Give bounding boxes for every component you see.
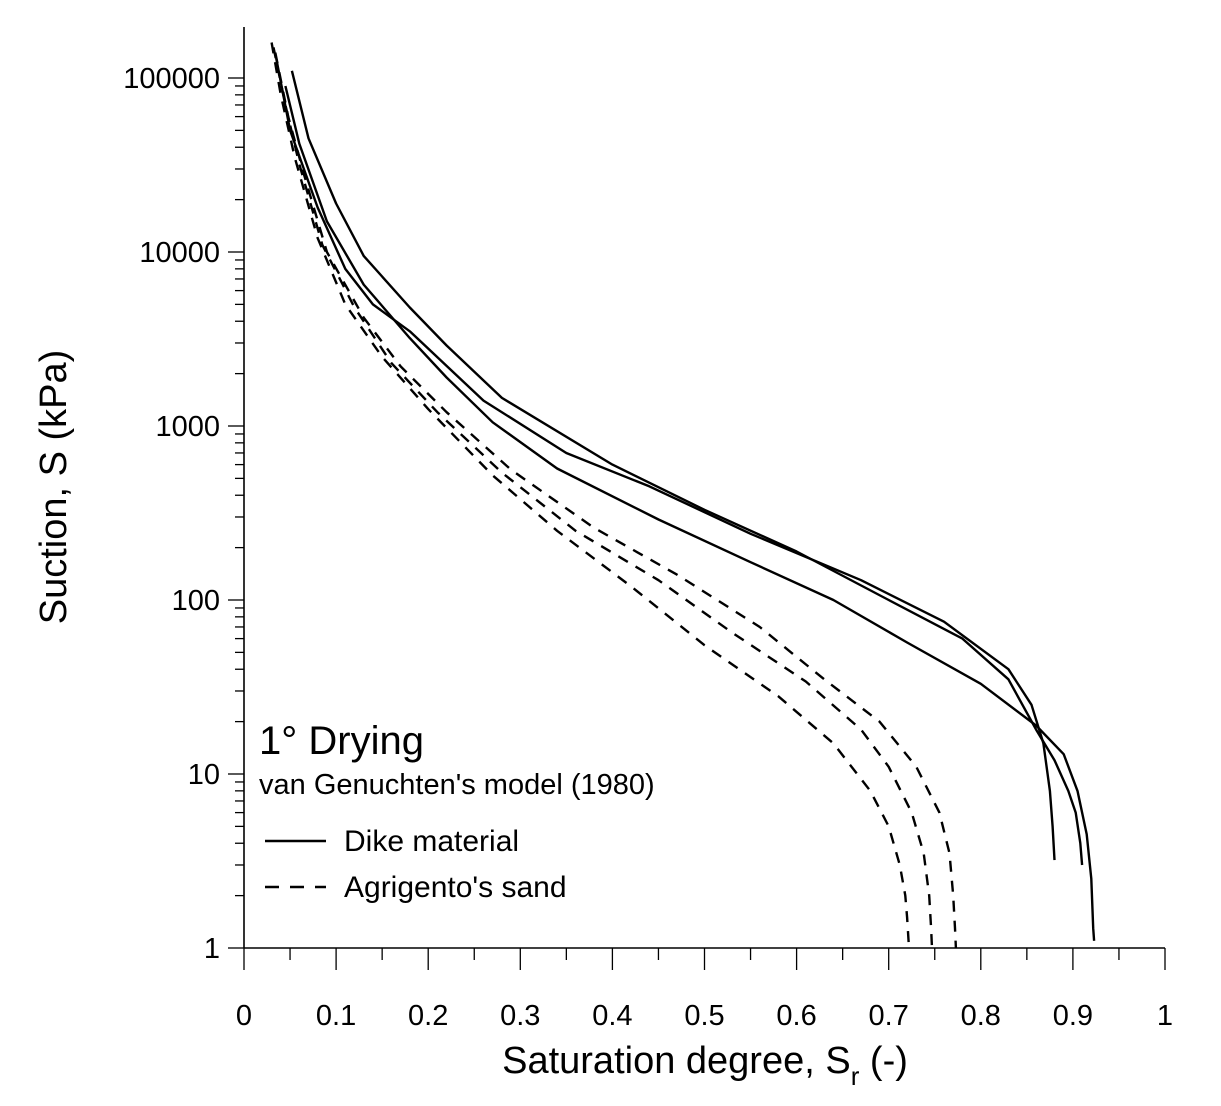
series-line-4 (270, 42, 911, 949)
x-axis-title: Saturation degree, Sr (-) (502, 1040, 908, 1091)
y-tick-label: 1000 (155, 411, 220, 443)
series-line-5 (272, 47, 934, 949)
series-line-2 (284, 85, 1096, 941)
series-line-3 (275, 57, 1056, 861)
y-tick-label: 10 (188, 759, 220, 791)
x-axis-title-subscript: r (851, 1061, 860, 1091)
x-tick-label: 0.7 (869, 1000, 909, 1032)
legend-label-dike: Dike material (344, 825, 519, 858)
y-axis: 1 10 100 1000 10000 100000 (123, 27, 245, 965)
series-group (270, 42, 1096, 949)
series-line-1 (290, 70, 1084, 866)
x-tick-label: 0.1 (316, 1000, 356, 1032)
y-tick-label: 1 (204, 933, 220, 965)
x-tick-label: 0.6 (776, 1000, 816, 1032)
y-tick-label: 100000 (123, 63, 220, 95)
x-axis: 0 0.1 0.2 0.3 0.4 0.5 0.6 0.7 0.8 0.9 1 (236, 947, 1173, 1032)
legend: Dike material Agrigento's sand (265, 825, 567, 904)
x-tick-label: 0.4 (592, 1000, 632, 1032)
x-tick-label: 0.9 (1053, 1000, 1093, 1032)
y-tick-label: 10000 (139, 237, 220, 269)
x-tick-label: 0.2 (408, 1000, 448, 1032)
legend-label-sand: Agrigento's sand (344, 871, 567, 904)
x-axis-title-main: Saturation degree, S (502, 1040, 851, 1082)
x-tick-label: 1 (1157, 1000, 1173, 1032)
y-tick-label: 100 (172, 585, 220, 617)
annotation-subtitle: van Genuchten's model (1980) (259, 769, 655, 801)
x-tick-label: 0.3 (500, 1000, 540, 1032)
x-tick-label: 0 (236, 1000, 252, 1032)
x-tick-label: 0.5 (684, 1000, 724, 1032)
annotation-title: 1° Drying (259, 719, 424, 763)
x-tick-label: 0.8 (961, 1000, 1001, 1032)
y-axis-title: Suction, S (kPa) (33, 350, 75, 625)
series-line-6 (274, 52, 958, 949)
x-axis-title-unit: (-) (859, 1040, 908, 1082)
